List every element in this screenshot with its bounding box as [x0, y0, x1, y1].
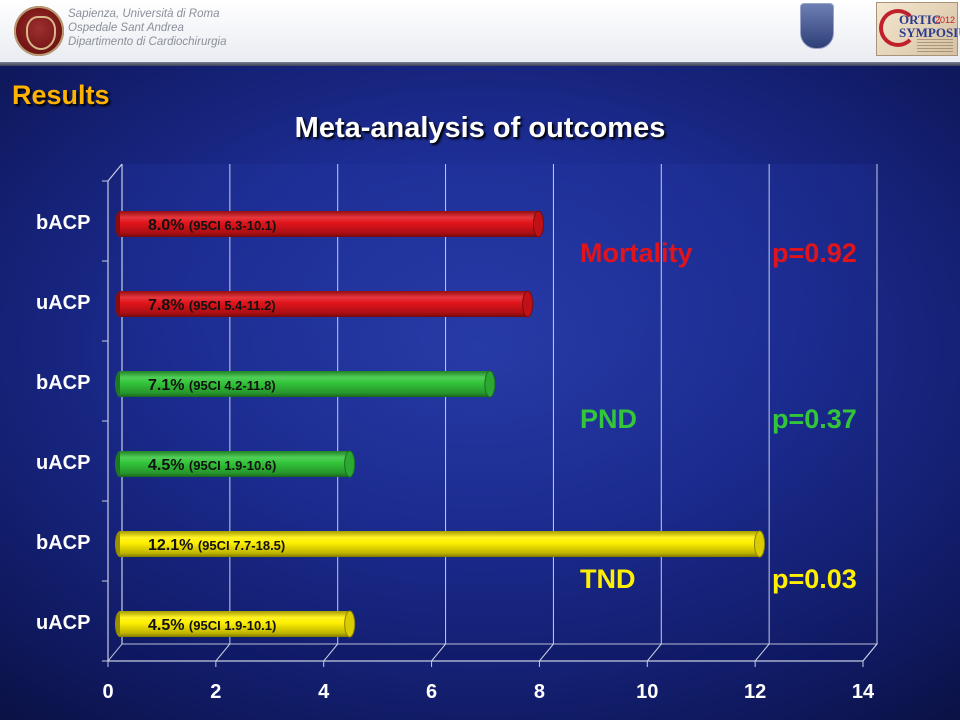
x-tick-label: 14: [852, 681, 875, 703]
x-tick-label: 10: [636, 681, 658, 703]
bar: [120, 291, 528, 317]
bar: [120, 451, 350, 477]
x-tick-label: 8: [534, 681, 545, 703]
x-tick-label: 6: [426, 681, 437, 703]
chart-back-wall: [122, 164, 877, 644]
y-axis-top-edge: [107, 163, 123, 182]
gridline-floor: [862, 643, 878, 662]
category-label: uACP: [36, 612, 90, 634]
category-label: bACP: [36, 372, 90, 394]
bar: [120, 531, 760, 557]
group-name-mortality: Mortality: [580, 238, 693, 268]
header-bar: Sapienza, Università di Roma Ospedale Sa…: [0, 0, 960, 62]
gridline-floor: [215, 643, 231, 662]
bar-value-label: 4.5% (95CI 1.9-10.6): [148, 457, 276, 474]
chart-title: Meta-analysis of outcomes: [294, 112, 666, 144]
x-tick-label: 0: [102, 681, 113, 703]
category-label: bACP: [36, 212, 90, 234]
group-pvalue-mortality: p=0.92: [772, 238, 857, 268]
bar-end-cap: [754, 530, 766, 558]
group-name-pnd: PND: [580, 404, 638, 434]
group-pvalue-pnd: p=0.37: [772, 404, 857, 434]
category-label: bACP: [36, 532, 90, 554]
symposium-logo-year: 2012: [935, 15, 956, 25]
institution-line-1: Sapienza, Università di Roma: [68, 8, 220, 20]
header-divider: [0, 62, 960, 66]
x-tick-label: 2: [210, 681, 221, 703]
bar-value-label: 7.8% (95CI 5.4-11.2): [148, 297, 276, 314]
gridline-floor: [323, 643, 339, 662]
section-title: Results: [12, 80, 110, 110]
bar-end-cap: [522, 290, 534, 318]
gridline-floor: [431, 643, 446, 662]
bar-value-label: 7.1% (95CI 4.2-11.8): [148, 377, 276, 394]
symposium-logo-title: ORTICSYMPOSIUM: [899, 12, 960, 40]
bar: [120, 371, 490, 397]
bar-end-cap: [344, 610, 356, 638]
aortic-symposium-logo: ORTICSYMPOSIUM 2012: [876, 2, 960, 56]
gridline-floor: [646, 643, 662, 662]
group-name-tnd: TND: [580, 564, 636, 594]
institution-line-2: Ospedale Sant Andrea: [68, 22, 184, 34]
category-label: uACP: [36, 452, 90, 474]
bar-value-label: 8.0% (95CI 6.3-10.1): [148, 217, 276, 234]
society-shield-logo: [800, 3, 834, 49]
x-tick-label: 4: [318, 681, 330, 703]
bar-value-label: 12.1% (95CI 7.7-18.5): [148, 537, 285, 554]
gridline-floor: [539, 643, 554, 662]
bar-end-cap: [484, 370, 496, 398]
bar: [120, 611, 350, 637]
gridline-floor: [754, 643, 770, 662]
category-label: uACP: [36, 292, 90, 314]
university-seal-logo: [14, 6, 64, 56]
institution-line-3: Dipartimento di Cardiochirurgia: [68, 36, 227, 48]
bar-value-label: 4.5% (95CI 1.9-10.1): [148, 617, 276, 634]
bar-end-cap: [532, 210, 544, 238]
bar-end-cap: [344, 450, 356, 478]
group-pvalue-tnd: p=0.03: [772, 564, 857, 594]
x-tick-label: 12: [744, 681, 766, 703]
bar: [120, 211, 539, 237]
